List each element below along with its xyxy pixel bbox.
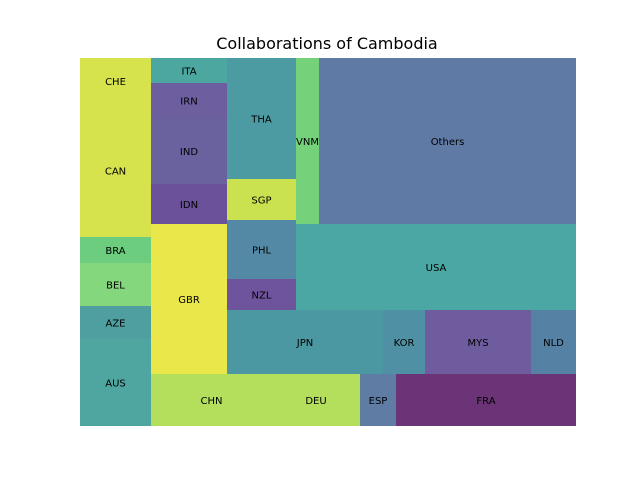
- treemap-label-vnm: VNM: [296, 137, 319, 148]
- treemap-label-usa: USA: [426, 263, 447, 274]
- treemap-cell-gbr: [151, 224, 227, 374]
- treemap-label-nzl: NZL: [252, 291, 272, 302]
- treemap-label-nld: NLD: [543, 338, 564, 349]
- treemap-label-esp: ESP: [369, 396, 388, 407]
- treemap-cell-aze: [80, 306, 151, 339]
- treemap-label-aus: AUS: [105, 379, 126, 390]
- treemap-cell-aus: [80, 339, 151, 426]
- chart-title: Collaborations of Cambodia: [216, 34, 437, 53]
- treemap-label-aze: AZE: [105, 319, 125, 330]
- treemap-label-idn: IDN: [180, 200, 198, 211]
- treemap-label-ita: ITA: [181, 67, 196, 78]
- treemap-cell-nld: [531, 310, 576, 374]
- treemap-cell-deu: [272, 374, 360, 426]
- treemap-label-bel: BEL: [106, 281, 125, 292]
- treemap-label-jpn: JPN: [296, 338, 313, 349]
- treemap-label-ind: IND: [180, 147, 198, 158]
- treemap-label-phl: PHL: [252, 246, 272, 257]
- treemap-cell-ita: [151, 58, 227, 83]
- treemap-cell-fra: [396, 374, 576, 426]
- treemap-label-chn: CHN: [201, 396, 223, 407]
- treemap-cell-sgp: [227, 179, 296, 220]
- treemap-cells: CHE CAN BRA BEL AZE AUS ITA IRN IND IDN GBR THA SGP V…: [80, 58, 576, 426]
- treemap-label-gbr: GBR: [178, 295, 200, 306]
- treemap-cell-chn: [151, 374, 272, 426]
- treemap-cell-che: [80, 58, 151, 104]
- treemap-cell-idn: [151, 184, 227, 224]
- treemap-label-tha: THA: [250, 115, 272, 126]
- treemap-label-can: CAN: [105, 167, 126, 178]
- treemap-cell-bel: [80, 263, 151, 306]
- treemap-label-bra: BRA: [105, 246, 125, 257]
- treemap-cell-esp: [360, 374, 396, 426]
- treemap-cell-others: [319, 58, 576, 224]
- treemap-cell-tha: [227, 58, 296, 179]
- treemap-label-sgp: SGP: [251, 196, 271, 207]
- treemap-cell-nzl: [227, 279, 296, 310]
- treemap-label-irn: IRN: [180, 97, 197, 108]
- treemap-cell-usa: [296, 224, 576, 310]
- treemap-cell-bra: [80, 237, 151, 263]
- treemap-cell-mys: [425, 310, 531, 374]
- treemap-label-deu: DEU: [305, 396, 326, 407]
- treemap-cell-phl: [227, 220, 296, 279]
- treemap-label-kor: KOR: [394, 338, 415, 349]
- treemap-cell-ind: [151, 118, 227, 184]
- treemap-cell-irn: [151, 83, 227, 118]
- treemap-cell-jpn: [227, 310, 383, 374]
- treemap-label-others: Others: [431, 137, 465, 148]
- treemap-label-che: CHE: [105, 77, 126, 88]
- treemap-label-mys: MYS: [467, 338, 488, 349]
- treemap-cell-can: [80, 104, 151, 237]
- treemap-cell-vnm: [296, 58, 319, 224]
- treemap-label-fra: FRA: [476, 396, 495, 407]
- treemap-cell-kor: [383, 310, 425, 374]
